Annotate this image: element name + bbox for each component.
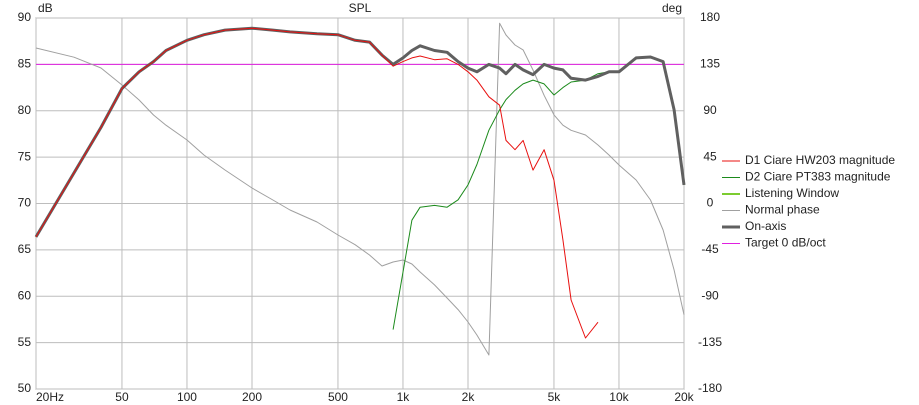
x-tick-label: 500 <box>328 390 348 404</box>
y2-tick-label: 0 <box>707 196 714 210</box>
y-tick-label: 60 <box>18 288 32 302</box>
y-tick-label: 75 <box>18 149 32 163</box>
x-tick-label: 2k <box>462 390 476 404</box>
legend-label: On-axis <box>745 219 786 233</box>
x-tick-label: 20Hz <box>36 390 64 404</box>
x-tick-label: 100 <box>177 390 197 404</box>
y-tick-label: 85 <box>18 57 32 71</box>
legend-label: D1 Ciare HW203 magnitude <box>745 153 895 167</box>
y2-tick-label: 45 <box>703 149 717 163</box>
chart-title: SPL <box>349 1 372 15</box>
x-tick-label: 1k <box>397 390 411 404</box>
y-tick-label: 50 <box>18 381 32 395</box>
y2-axis-label: deg <box>662 1 682 15</box>
y2-tick-label: -135 <box>698 335 722 349</box>
y-tick-label: 80 <box>18 103 32 117</box>
y-tick-label: 90 <box>18 10 32 24</box>
y2-tick-label: 180 <box>700 10 720 24</box>
x-tick-label: 20k <box>674 390 694 404</box>
x-tick-label: 200 <box>242 390 262 404</box>
legend-label: Normal phase <box>745 203 820 217</box>
y2-tick-label: -90 <box>701 288 719 302</box>
series-line <box>35 22 685 356</box>
y-axis-label: dB <box>38 1 53 15</box>
y2-tick-label: -45 <box>701 242 719 256</box>
x-tick-label: 5k <box>548 390 562 404</box>
series-line <box>35 27 599 339</box>
legend-label: Listening Window <box>745 186 839 200</box>
y2-tick-label: 90 <box>703 103 717 117</box>
x-tick-label: 50 <box>115 390 129 404</box>
y2-tick-label: 135 <box>700 57 720 71</box>
y-tick-label: 65 <box>18 242 32 256</box>
legend-label: Target 0 dB/oct <box>745 236 826 250</box>
x-tick-label: 10k <box>609 390 629 404</box>
y2-tick-label: -180 <box>698 381 722 395</box>
legend-label: D2 Ciare PT383 magnitude <box>745 170 891 184</box>
y-tick-label: 70 <box>18 196 32 210</box>
y-tick-label: 55 <box>18 335 32 349</box>
